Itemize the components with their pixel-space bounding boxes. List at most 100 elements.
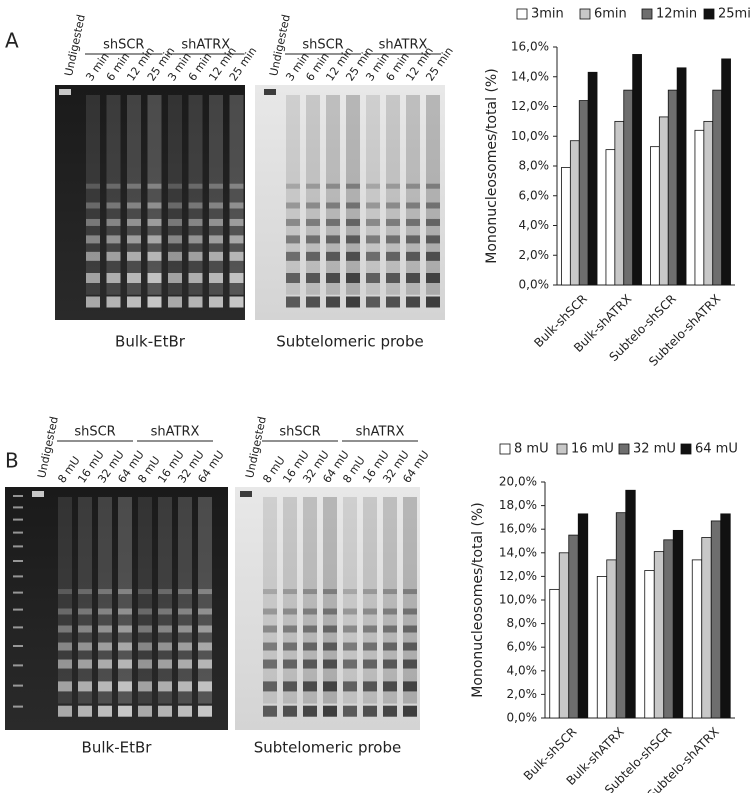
gel-band [363,608,377,615]
gel-band [138,681,152,692]
gel-band [306,296,320,308]
gel-smear [188,95,203,295]
gel-band [118,642,132,651]
gel-band [209,235,223,244]
gel-band [178,625,192,633]
gel-band [138,589,152,595]
gel-band [283,681,297,692]
gel-band [138,608,152,615]
gel-band [366,296,380,308]
gel-band [209,251,223,261]
y-tick-label: 12,0% [499,569,537,583]
gel-band [326,202,340,209]
gel-band [426,218,440,226]
gel-band [406,183,420,189]
gel-band [286,273,300,283]
gel-band [198,642,212,651]
gel-smear [229,95,244,295]
gel-band [58,681,72,692]
gel-band [118,625,132,633]
gel-band [286,251,300,261]
gel-band [366,235,380,244]
bar [606,559,617,719]
gel-band [323,642,337,651]
gel-band [283,589,297,595]
ladder-band [13,608,23,611]
legend-label: 64 mU [695,442,738,457]
gel-band [406,202,420,209]
gel-band [58,625,72,633]
gel-band [198,608,212,615]
y-tick-label: 0,0% [519,278,550,292]
gel-band [283,642,297,651]
ladder-band [13,560,23,562]
gel-band [118,608,132,615]
gel-smear [426,95,440,295]
gel-band [403,681,417,692]
gel-band [386,251,400,261]
gel-band [106,251,121,261]
gel-band [98,608,112,615]
gel-band [178,608,192,615]
gel-band [147,218,162,226]
y-tick-label: 14,0% [499,545,537,559]
group-label: shSCR [302,38,343,53]
bar [568,534,579,719]
gel-band [303,681,317,692]
gel-band [403,659,417,669]
ladder-band [13,626,23,629]
gel-band [326,235,340,244]
bar [658,116,669,286]
gel-caption: Subtelomeric probe [276,333,423,351]
gel-smear [363,497,377,704]
gel-band [32,491,44,497]
gel-band [326,251,340,261]
gel-band [306,235,320,244]
ladder-band [13,531,23,534]
gel-band [386,273,400,283]
gel-band [147,183,162,189]
gel-band [326,296,340,308]
gel-band [86,235,100,244]
gel-band [127,183,141,189]
gel-band [86,251,100,261]
gel-band [106,218,121,226]
gel-band [209,273,223,283]
gel-band [346,251,360,261]
legend-swatch [516,8,528,20]
y-tick-label: 6,0% [507,640,538,654]
gel-band [406,235,420,244]
gel-band [118,681,132,692]
gel-smear [403,497,417,704]
ladder-band [13,518,23,521]
gel-band [78,705,92,717]
gel-band [188,183,203,189]
gel-band [283,625,297,633]
gel-band [263,642,277,651]
bar [549,588,560,719]
gel-band [326,218,340,226]
gel-band [426,235,440,244]
gel-band [363,642,377,651]
gel-band [229,202,244,209]
gel-smear [303,497,317,704]
gel-band [118,659,132,669]
bar [578,100,589,286]
gel-band [158,608,172,615]
gel-smear [343,497,357,704]
bar [676,67,687,286]
gel-band [406,296,420,308]
bar [605,149,616,286]
y-tick-label: 4,0% [507,663,538,677]
bar [632,54,642,286]
y-tick-label: 12,0% [511,99,549,113]
gel-band [383,642,397,651]
gel-band [98,625,112,633]
gel-band [178,642,192,651]
gel-band [323,589,337,595]
gel-band [127,251,141,261]
group-label: shATRX [181,38,230,53]
undigested-label: Undigested [62,13,88,77]
gel-band [86,273,100,283]
